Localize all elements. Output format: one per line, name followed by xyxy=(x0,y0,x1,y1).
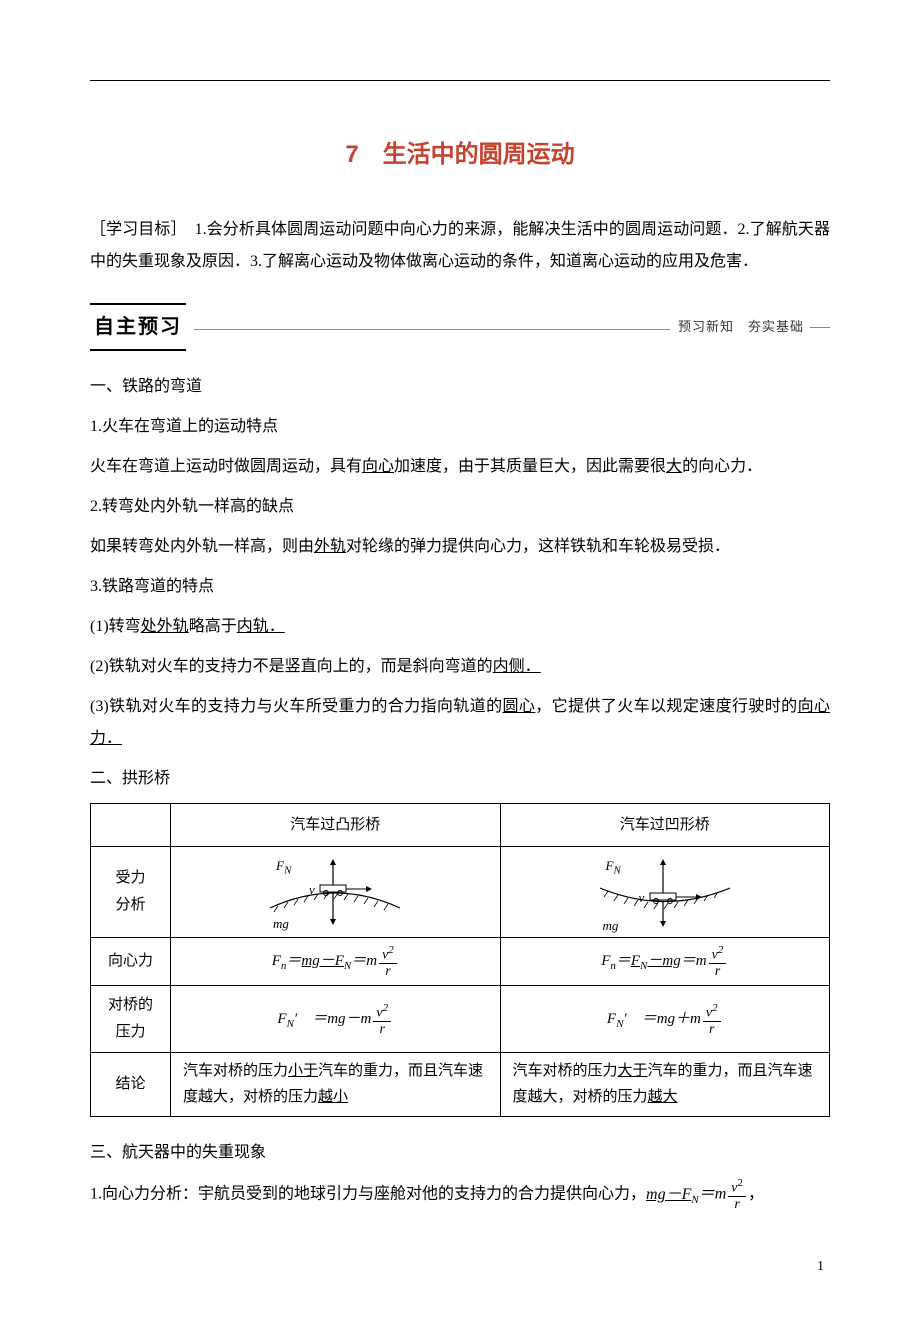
heading-2: 二、拱形桥 xyxy=(90,763,830,795)
section-head-tail: 预习新知 夯实基础 xyxy=(678,314,804,340)
diagram-convex: FN v mg xyxy=(171,847,501,938)
section-head-label: 自主预习 xyxy=(90,303,186,351)
body-text: 3.铁路弯道的特点 xyxy=(90,571,830,603)
diagram-concave: FN v mg xyxy=(500,847,830,938)
body-text: 1.火车在弯道上的运动特点 xyxy=(90,411,830,443)
table-rowlabel: 结论 xyxy=(91,1053,171,1117)
table-rowlabel: 受力分析 xyxy=(91,847,171,938)
table-rowlabel: 向心力 xyxy=(91,938,171,986)
heading-1: 一、铁路的弯道 xyxy=(90,371,830,403)
bridge-table: 汽车过凸形桥 汽车过凹形桥 受力分析 xyxy=(90,803,830,1117)
body-text: 火车在弯道上运动时做圆周运动，具有向心加速度，由于其质量巨大，因此需要很大的向心… xyxy=(90,451,830,483)
body-text: 2.转弯处内外轨一样高的缺点 xyxy=(90,491,830,523)
page-title: 7 生活中的圆周运动 xyxy=(90,131,830,179)
table-header: 汽车过凸形桥 xyxy=(171,804,501,847)
rule-line xyxy=(194,329,670,330)
body-text: 如果转弯处内外轨一样高，则由外轨对轮缘的弹力提供向心力，这样铁轨和车轮极易受损． xyxy=(90,531,830,563)
rule-line xyxy=(810,327,830,328)
body-text: 1.向心力分析：宇航员受到的地球引力与座舱对他的支持力的合力提供向心力，mg－F… xyxy=(90,1177,830,1212)
section-head-zizhu: 自主预习 预习新知 夯实基础 xyxy=(90,303,830,351)
formula-cell: FN′ ＝mg－mv2r xyxy=(171,986,501,1053)
learning-objectives: ［学习目标］ 1.会分析具体圆周运动问题中向心力的来源，能解决生活中的圆周运动问… xyxy=(90,214,830,278)
label-text: 受力分析 xyxy=(115,870,145,913)
table-cell xyxy=(91,804,171,847)
table-header: 汽车过凹形桥 xyxy=(500,804,830,847)
top-rule xyxy=(90,80,830,81)
body-text: (2)铁轨对火车的支持力不是竖直向上的，而是斜向弯道的内侧． xyxy=(90,651,830,683)
formula-cell: FN′ ＝mg＋mv2r xyxy=(500,986,830,1053)
page-number: 1 xyxy=(90,1253,830,1281)
formula-cell: Fn＝mg－FN＝mv2r xyxy=(171,938,501,986)
label-text: 对桥的压力 xyxy=(108,997,153,1040)
formula-cell: Fn＝FN－mg＝mv2r xyxy=(500,938,830,986)
body-text: (3)铁轨对火车的支持力与火车所受重力的合力指向轨道的圆心，它提供了火车以规定速… xyxy=(90,691,830,755)
table-cell: 汽车对桥的压力大于汽车的重力，而且汽车速度越大，对桥的压力越大 xyxy=(500,1053,830,1117)
body-text: (1)转弯处外轨略高于内轨． xyxy=(90,611,830,643)
table-cell: 汽车对桥的压力小于汽车的重力，而且汽车速度越大，对桥的压力越小 xyxy=(171,1053,501,1117)
table-rowlabel: 对桥的压力 xyxy=(91,986,171,1053)
heading-3: 三、航天器中的失重现象 xyxy=(90,1137,830,1169)
